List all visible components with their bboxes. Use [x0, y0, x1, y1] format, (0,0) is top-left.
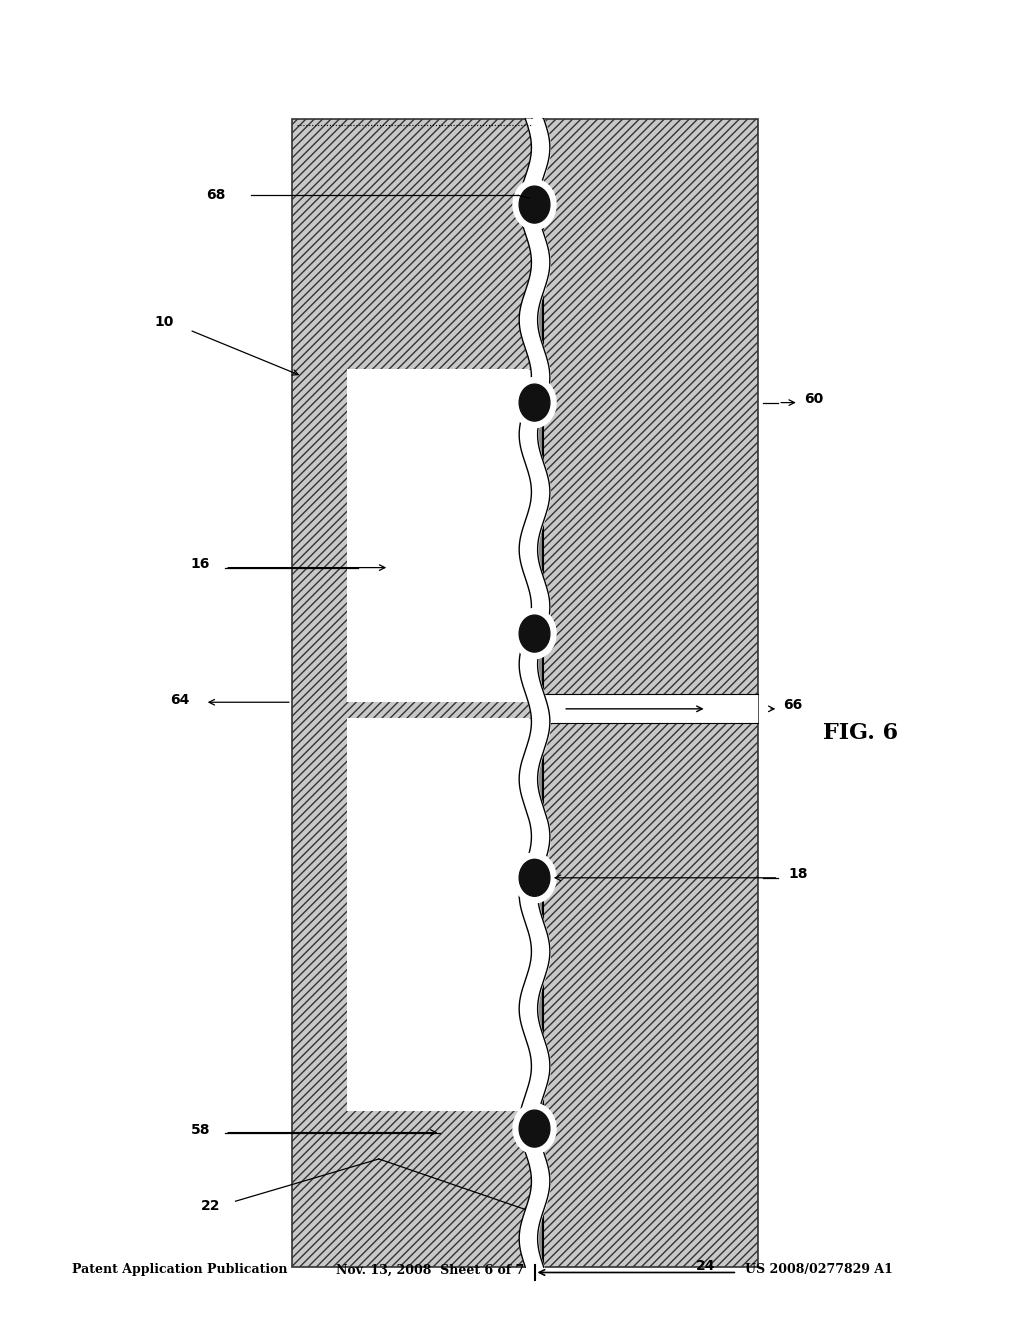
Text: 68: 68 — [206, 189, 225, 202]
Text: FIG. 6: FIG. 6 — [822, 722, 898, 743]
Text: 24: 24 — [696, 1259, 716, 1272]
Text: 22: 22 — [201, 1200, 220, 1213]
Bar — [522, 370, 532, 700]
Ellipse shape — [513, 609, 556, 659]
Ellipse shape — [513, 378, 556, 428]
Text: 18: 18 — [788, 867, 808, 880]
Text: Nov. 13, 2008  Sheet 6 of 7: Nov. 13, 2008 Sheet 6 of 7 — [336, 1263, 524, 1276]
Text: 10: 10 — [155, 315, 174, 329]
Bar — [292, 119, 532, 1267]
Text: 60: 60 — [804, 392, 823, 405]
Bar — [543, 694, 758, 723]
Text: Patent Application Publication: Patent Application Publication — [72, 1263, 287, 1276]
Bar — [348, 719, 527, 1109]
Ellipse shape — [519, 615, 550, 652]
Ellipse shape — [519, 1110, 550, 1147]
Text: US 2008/0277829 A1: US 2008/0277829 A1 — [745, 1263, 893, 1276]
Ellipse shape — [519, 384, 550, 421]
Text: 66: 66 — [783, 698, 803, 711]
Ellipse shape — [519, 186, 550, 223]
Ellipse shape — [519, 859, 550, 896]
Ellipse shape — [513, 1104, 556, 1154]
Bar — [348, 370, 527, 700]
Bar — [522, 719, 532, 1109]
Ellipse shape — [513, 180, 556, 230]
Bar — [532, 119, 543, 1267]
Text: 58: 58 — [190, 1123, 210, 1137]
Bar — [543, 119, 758, 1267]
Text: 64: 64 — [170, 693, 189, 706]
Ellipse shape — [513, 853, 556, 903]
Text: 16: 16 — [190, 557, 210, 570]
